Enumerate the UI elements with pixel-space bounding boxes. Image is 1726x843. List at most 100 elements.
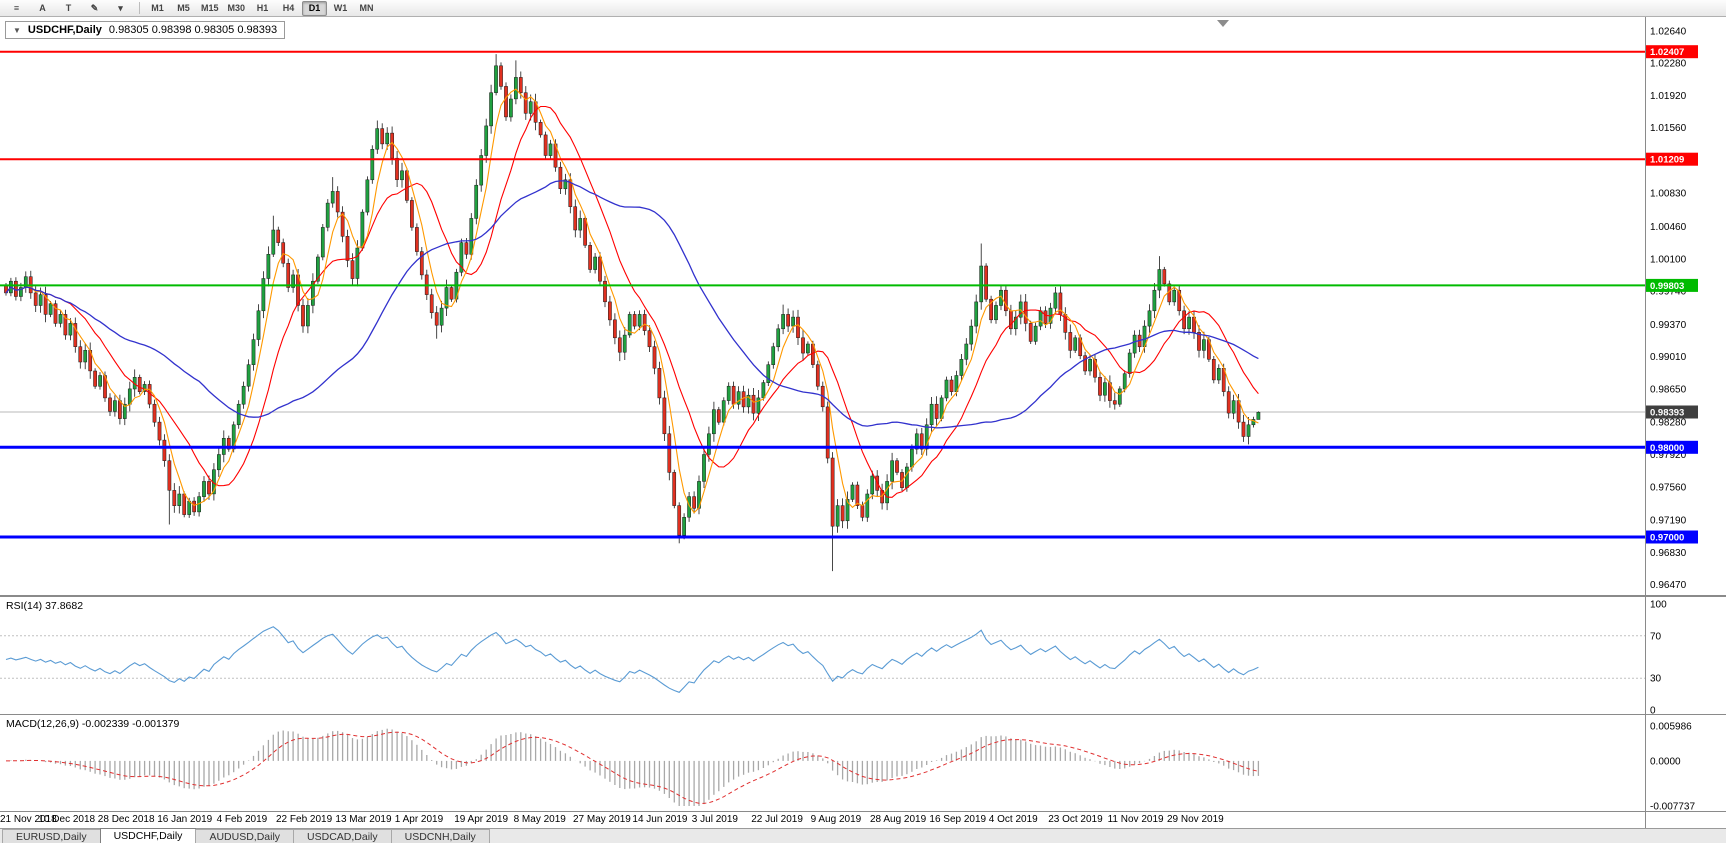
svg-text:1.01209: 1.01209: [1650, 155, 1684, 166]
price-tick-label: 0.96830: [1650, 548, 1687, 559]
timeframe-mn-button[interactable]: MN: [359, 3, 374, 13]
macd-tick-label: 0.0000: [1650, 756, 1681, 767]
date-tick-label: 28 Aug 2019: [870, 814, 927, 825]
date-tick-label: 16 Jan 2019: [157, 814, 213, 825]
level-price-badge: [1646, 152, 1698, 166]
date-tick-label: 3 Jul 2019: [691, 814, 738, 825]
date-tick-label: 19 Apr 2019: [454, 814, 509, 825]
level-price-badge: [1646, 45, 1698, 59]
price-axis[interactable]: [1646, 17, 1726, 596]
macd-tick-label: 0.005986: [1650, 722, 1692, 733]
price-tick-label: 0.99740: [1650, 287, 1687, 298]
rsi-line: [5, 626, 1259, 693]
price-tick-label: 1.02640: [1650, 26, 1687, 37]
date-tick-label: 28 Dec 2018: [97, 814, 155, 825]
timeframe-m1-button[interactable]: M1: [151, 3, 164, 13]
macd-signal-line: [5, 731, 1259, 804]
window-list-icon[interactable]: ≡: [13, 3, 20, 13]
price-tick-label: 0.97560: [1650, 482, 1687, 493]
price-tick-label: 0.97190: [1650, 516, 1687, 527]
date-tick-label: 21 Nov 2018: [0, 814, 57, 825]
svg-text:0.99803: 0.99803: [1650, 281, 1684, 292]
draw-pencil-icon[interactable]: ✎: [90, 2, 99, 13]
chart-tab-bar: EURUSD,Daily USDCHF,Daily AUDUSD,Daily USDC…: [0, 828, 1726, 843]
caret-down-icon[interactable]: ▾: [118, 2, 123, 13]
price-tick-label: 1.00460: [1650, 222, 1687, 233]
timeframe-h1-button[interactable]: H1: [256, 3, 269, 13]
svg-text:1.02407: 1.02407: [1650, 47, 1684, 58]
ma-mid-line: [5, 105, 1259, 498]
date-tick-label: 11 Nov 2019: [1107, 814, 1164, 825]
price-tick-label: 0.99010: [1650, 352, 1687, 363]
chart-tab-usdcnh[interactable]: USDCNH,Daily: [390, 829, 490, 843]
chart-tab-usdchf[interactable]: USDCHF,Daily: [99, 828, 197, 843]
one-click-collapse-icon[interactable]: ▼: [13, 25, 21, 35]
date-tick-label: 29 Nov 2019: [1167, 814, 1224, 825]
macd-label: MACD(12,26,9) -0.002339 -0.001379: [6, 718, 180, 730]
current-price-badge: [1646, 405, 1698, 419]
date-tick-label: 1 Apr 2019: [394, 814, 444, 825]
price-tick-label: 0.97920: [1650, 450, 1687, 461]
price-tick-label: 1.02280: [1650, 59, 1687, 70]
macd-indicator-panel[interactable]: 0.005986 0.0000 -0.007737 MACD(12,26,9) -0.…: [0, 714, 1726, 812]
rsi-indicator-panel[interactable]: 100 70 30 0 RSI(14) 37.8682: [0, 596, 1726, 714]
price-tick-label: 0.96470: [1650, 580, 1687, 591]
date-tick-label: 10 Dec 2018: [38, 814, 96, 825]
timeframe-m15-button[interactable]: M15: [201, 3, 219, 13]
date-tick-label: 13 Mar 2019: [335, 814, 392, 825]
time-axis[interactable]: 21 Nov 2018 10 Dec 2018 28 Dec 2018 16 Jan …: [0, 812, 1726, 828]
chart-tab-usdcad[interactable]: USDCAD,Daily: [293, 829, 392, 843]
ohlc-values: 0.98305 0.98398 0.98305 0.98393: [108, 24, 278, 36]
chart-shift-marker[interactable]: [1217, 20, 1229, 27]
ma-slow-line: [5, 180, 1259, 429]
macd-histogram: [10, 728, 1260, 806]
price-tick-label: 1.00100: [1650, 254, 1687, 265]
rsi-tick-label: 100: [1650, 600, 1667, 611]
date-tick-label: 4 Oct 2019: [988, 814, 1038, 825]
level-price-badge: [1646, 530, 1698, 544]
level-price-badge: [1646, 440, 1698, 454]
timeframe-m5-button[interactable]: M5: [177, 3, 190, 13]
toolbar-icon-group: ≡ A T ✎ ▾: [4, 1, 134, 16]
symbol-label: USDCHF,Daily: [27, 24, 102, 36]
macd-tick-label: -0.007737: [1650, 802, 1695, 813]
rsi-tick-label: 70: [1650, 631, 1662, 642]
candle-wicks: [5, 54, 1259, 572]
date-tick-label: 16 Sep 2019: [929, 814, 987, 825]
date-tick-label: 22 Feb 2019: [276, 814, 333, 825]
svg-text:0.97000: 0.97000: [1650, 533, 1684, 544]
price-tick-label: 1.00830: [1650, 189, 1687, 200]
price-tick-label: 0.99370: [1650, 320, 1687, 331]
date-tick-label: 14 Jun 2019: [632, 814, 688, 825]
date-tick-label: 8 May 2019: [513, 814, 566, 825]
price-tick-label: 1.01920: [1650, 91, 1687, 102]
timeframe-m30-button[interactable]: M30: [227, 3, 246, 13]
timeframe-h4-button[interactable]: H4: [282, 3, 295, 13]
price-chart-canvas[interactable]: 1.026401.022801.019201.015601.011901.008…: [0, 17, 1726, 596]
rsi-label: RSI(14) 37.8682: [6, 600, 83, 612]
date-tick-label: 27 May 2019: [573, 814, 631, 825]
date-tick-label: 22 Jul 2019: [751, 814, 803, 825]
timeframe-button-group: M1 M5 M15 M30 H1 H4 D1 W1 MN: [145, 0, 380, 16]
date-tick-label: 4 Feb 2019: [216, 814, 268, 825]
chart-tab-eurusd[interactable]: EURUSD,Daily: [2, 829, 101, 843]
price-tick-label: 0.98280: [1650, 418, 1687, 429]
date-tick-label: 23 Oct 2019: [1048, 814, 1103, 825]
rsi-tick-label: 0: [1650, 706, 1656, 715]
price-tick-label: 0.98650: [1650, 384, 1687, 395]
price-tick-label: 1.01560: [1650, 123, 1687, 134]
date-tick-label: 9 Aug 2019: [810, 814, 862, 825]
svg-text:0.98000: 0.98000: [1650, 443, 1684, 454]
arrow-pointer-icon[interactable]: A: [39, 3, 46, 13]
toolbar: ≡ A T ✎ ▾ M1 M5 M15 M30 H1 H4 D1 W1 MN: [0, 0, 1726, 17]
chart-tab-audusd[interactable]: AUDUSD,Daily: [195, 829, 295, 843]
level-price-badge: [1646, 278, 1698, 292]
timeframe-w1-button[interactable]: W1: [333, 3, 348, 13]
svg-text:0.98393: 0.98393: [1650, 408, 1684, 419]
candle-bodies: [4, 65, 1261, 536]
symbol-ohlc-box[interactable]: ▼ USDCHF,Daily 0.98305 0.98398 0.98305 0…: [5, 21, 286, 39]
rsi-tick-label: 30: [1650, 674, 1662, 685]
axis-separator: [1645, 812, 1646, 828]
timeframe-d1-button[interactable]: D1: [302, 0, 328, 16]
text-label-icon[interactable]: T: [65, 3, 72, 13]
